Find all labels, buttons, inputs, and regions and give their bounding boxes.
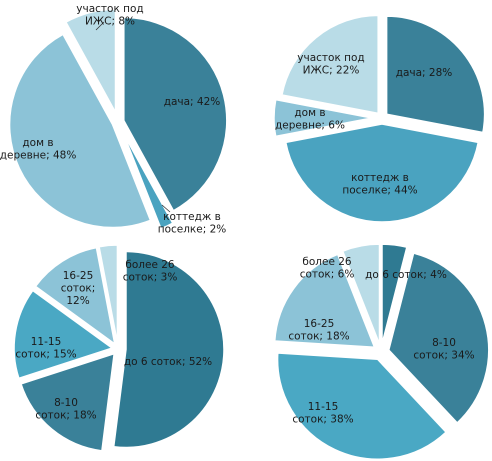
- pie-slice: [20, 352, 116, 452]
- leader-line: [95, 21, 105, 31]
- pie-slice: [276, 352, 448, 460]
- pie-slice: [273, 253, 376, 349]
- pie-slice: [281, 14, 379, 115]
- slice-label: дача; 28%: [396, 67, 453, 79]
- pie-chart-4: до 6 соток; 4% 8-10 соток; 34% 11-15 соток; …: [273, 243, 490, 460]
- slice-label: более 26 соток; 6%: [300, 256, 355, 281]
- pie-slice: [98, 244, 119, 344]
- slice-label: коттедж в поселке; 2%: [158, 211, 227, 236]
- pie-slice: [385, 15, 486, 134]
- pie-slice: [8, 33, 152, 229]
- slice-label: 8-10 соток; 34%: [413, 337, 474, 362]
- pie-slice: [13, 289, 114, 380]
- pie-slice: [387, 252, 490, 424]
- pie-slice: [34, 246, 116, 346]
- slice-label: до 6 соток; 52%: [124, 356, 212, 368]
- slice-label: 11-15 соток; 15%: [15, 336, 76, 361]
- pie-chart-2: дача; 28% коттедж в поселке; 44% дом в дерев…: [273, 14, 486, 223]
- slice-label: до 6 соток; 4%: [365, 269, 447, 281]
- pie-slice: [64, 8, 117, 113]
- slice-label: 16-25 соток; 18%: [288, 318, 349, 343]
- pie-slice: [284, 123, 480, 223]
- pie-chart-1: дача; 42% коттедж в поселке; 2% дом в деревн…: [0, 3, 228, 236]
- pie-chart-3: до 6 соток; 52% 8-10 соток; 18% 11-15 соток;…: [13, 244, 225, 452]
- pie-slice: [273, 98, 373, 138]
- slice-label: дом в деревне; 6%: [275, 107, 345, 132]
- pie-slice: [122, 132, 174, 230]
- pie-slice: [341, 243, 381, 345]
- slice-label: участок под ИЖС; 22%: [297, 52, 364, 77]
- leader-line: [161, 204, 171, 213]
- slice-label: 8-10 соток; 18%: [35, 397, 96, 422]
- slice-label: 11-15 соток; 38%: [292, 401, 353, 426]
- pie-slice: [112, 250, 225, 449]
- slice-label: дом в деревне; 48%: [0, 137, 76, 162]
- slice-label: дача; 42%: [164, 96, 221, 108]
- pie-slice: [123, 16, 228, 212]
- slice-label: коттедж в поселке; 44%: [342, 172, 417, 197]
- slice-label: участок под ИЖС; 8%: [76, 3, 143, 28]
- slice-label: более 26 соток; 3%: [123, 259, 178, 284]
- slice-label: 16-25 соток; 12%: [61, 270, 96, 307]
- pie-slice: [381, 243, 408, 345]
